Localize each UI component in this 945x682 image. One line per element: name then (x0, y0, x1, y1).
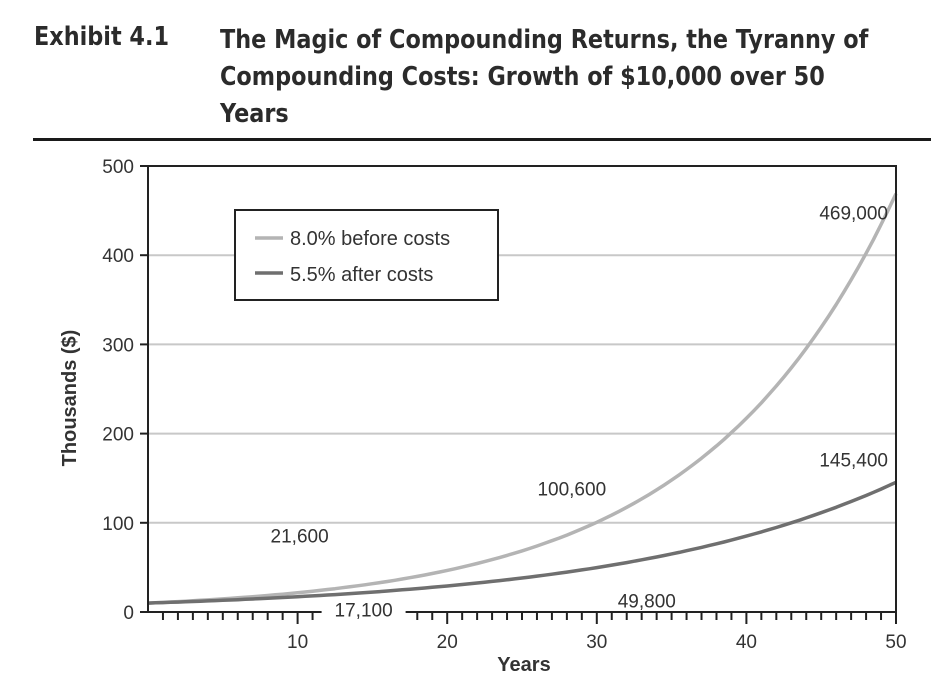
data-annotations: 469,000 145,400 100,600 49,800 21,600 17,100 (271, 204, 888, 624)
x-axis-ticks: 10 20 30 40 50 (161, 612, 907, 653)
legend-label-before-costs: 8.0% before costs (290, 228, 450, 250)
x-axis-label: Years (497, 654, 550, 676)
data-label-3: 49,800 (618, 592, 676, 613)
chart-title: The Magic of Compounding Returns, the Ty… (220, 25, 869, 129)
series-lines (147, 192, 898, 605)
y-tick-label-500: 500 (102, 157, 134, 178)
title-divider (33, 138, 931, 141)
annotation-bg-5 (321, 597, 406, 624)
y-tick-label-200: 200 (102, 425, 134, 446)
y-axis-ticks: 0 100 200 300 400 500 (102, 157, 148, 624)
data-label-1: 145,400 (819, 450, 888, 471)
data-label-0: 469,000 (819, 204, 888, 225)
y-axis-label: Thousands ($) (59, 330, 81, 467)
x-tick-label-10: 10 (287, 632, 308, 653)
y-tick-label-400: 400 (102, 246, 134, 267)
exhibit-label: Exhibit 4.1 (34, 22, 170, 52)
x-tick-label-50: 50 (885, 632, 906, 653)
x-tick-label-20: 20 (437, 632, 458, 653)
legend: 8.0% before costs 5.5% after costs (234, 209, 499, 301)
data-label-5: 17,100 (335, 601, 393, 622)
legend-box (234, 209, 499, 301)
legend-label-after-costs: 5.5% after costs (290, 264, 433, 286)
y-tick-label-300: 300 (102, 335, 134, 356)
series-line-1 (147, 480, 897, 605)
data-label-4: 21,600 (271, 527, 329, 548)
x-tick-label-30: 30 (586, 632, 607, 653)
y-tick-label-100: 100 (102, 514, 134, 535)
y-tick-label-0: 0 (123, 603, 134, 624)
x-tick-label-40: 40 (736, 632, 757, 653)
series-line-0 (147, 192, 898, 605)
data-label-2: 100,600 (537, 479, 606, 500)
